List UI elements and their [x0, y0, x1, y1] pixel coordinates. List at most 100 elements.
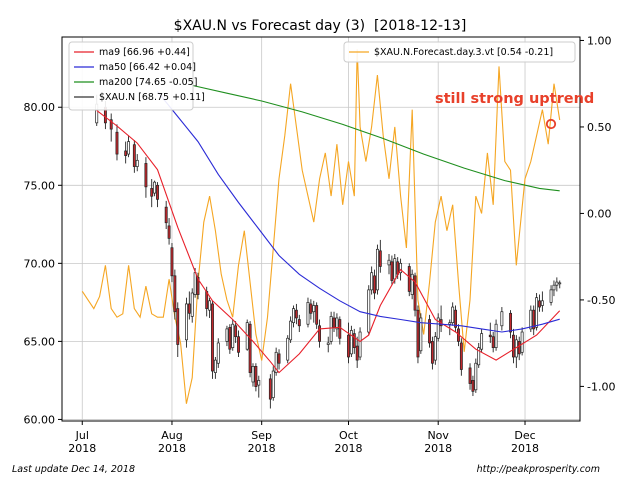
- candle-body: [286, 337, 290, 361]
- candle-body: [512, 334, 515, 358]
- legend-label-ma50: ma50 [66.42 +0.04]: [99, 62, 196, 73]
- candle-body: [532, 309, 536, 330]
- candle-body: [448, 322, 452, 325]
- candle-body: [399, 262, 403, 274]
- series-ma9-line: [96, 109, 561, 374]
- candle-body: [170, 247, 174, 277]
- candle-body: [349, 330, 353, 355]
- candle-body: [480, 333, 484, 350]
- candle-body: [225, 328, 229, 342]
- candle-body: [428, 319, 431, 344]
- candle-body: [124, 150, 128, 156]
- legend-right-box: [343, 41, 576, 63]
- candle-body: [274, 351, 278, 373]
- candle-body: [540, 300, 544, 306]
- candle-body: [289, 320, 293, 341]
- candle-body: [297, 319, 301, 327]
- y-right-tick-label: 0.00: [587, 207, 612, 220]
- x-tick-label: Dec 2018: [511, 429, 539, 455]
- candle-body: [494, 323, 498, 348]
- candle-body: [277, 353, 281, 364]
- candle-body: [294, 309, 298, 319]
- candle-body: [454, 309, 457, 328]
- candle-body: [538, 300, 541, 308]
- candle-body: [268, 378, 272, 400]
- candle-body: [318, 325, 321, 342]
- candle-body: [387, 259, 391, 266]
- candle-body: [292, 308, 295, 324]
- candle-body: [410, 273, 414, 295]
- candle-body: [370, 272, 374, 291]
- y-left-tick-label: 70.00: [24, 257, 56, 270]
- legend-label-forecast: $XAU.N.Forecast.day.3.vt [0.54 -0.21]: [374, 47, 553, 58]
- candle-body: [228, 326, 232, 350]
- candle-body: [132, 144, 136, 167]
- candle-body: [477, 347, 481, 366]
- candle-body: [115, 131, 119, 155]
- x-tick-label: Nov 2018: [424, 429, 452, 455]
- candle-body: [176, 308, 180, 345]
- candle-body: [237, 336, 240, 353]
- y-right-tick-label: -0.50: [587, 294, 615, 307]
- candle-body: [332, 317, 336, 328]
- candle-body: [167, 225, 171, 239]
- candle-body: [231, 323, 235, 348]
- chart-title: $XAU.N vs Forecast day (3) [2018-12-13]: [174, 18, 467, 34]
- legend-left: ma9 [66.96 +0.44] ma50 [66.42 +0.04] ma2…: [68, 41, 205, 111]
- candle-body: [135, 159, 139, 167]
- candle-body: [216, 342, 220, 364]
- candle-body: [378, 250, 382, 267]
- candle-body: [416, 309, 420, 358]
- candle-body: [471, 380, 475, 392]
- candle-body: [326, 342, 330, 345]
- footer-last-update: Last update Dec 14, 2018: [12, 464, 135, 475]
- annotation: still strong uptrend: [435, 91, 594, 130]
- y-left-tick-label: 75.00: [24, 179, 56, 192]
- candle-body: [271, 370, 275, 398]
- candle-body: [549, 289, 553, 303]
- x-tick-label: Aug 2018: [158, 429, 186, 455]
- candle-body: [491, 336, 495, 348]
- y-axis-left: 60.00 65.00 70.00 75.00 80.00: [24, 101, 62, 426]
- x-tick-label: Sep 2018: [248, 429, 276, 455]
- candle-body: [109, 119, 113, 130]
- candle-body: [208, 300, 212, 311]
- candle-body: [306, 302, 310, 325]
- candle-body: [315, 305, 319, 325]
- annotation-text: still strong uptrend: [435, 91, 594, 107]
- candle-body: [156, 184, 159, 200]
- candle-body: [234, 325, 238, 338]
- candle-body: [190, 292, 194, 317]
- candle-body: [213, 359, 217, 373]
- candle-body: [153, 181, 157, 194]
- footer-source: http://peakprosperity.com: [477, 464, 600, 475]
- candle-body: [433, 336, 437, 361]
- candle-body: [347, 334, 350, 358]
- candle-body: [555, 281, 559, 286]
- candle-body: [335, 317, 339, 330]
- candle-body: [451, 306, 455, 324]
- candle-body: [164, 206, 168, 224]
- candle-body: [355, 345, 359, 361]
- plot-frame: [61, 36, 581, 422]
- candle-body: [196, 277, 200, 295]
- candle-body: [338, 319, 342, 339]
- candle-body: [312, 305, 316, 313]
- candle-body: [373, 275, 376, 294]
- candle-body: [352, 333, 356, 348]
- candle-body: [419, 317, 423, 352]
- candle-body: [430, 341, 434, 364]
- y-left-tick-label: 80.00: [24, 101, 56, 114]
- candle-body: [468, 367, 472, 384]
- candle-body: [173, 275, 177, 313]
- series-ma50-line: [157, 91, 560, 333]
- candle-body: [251, 366, 255, 383]
- candle-body: [474, 362, 478, 391]
- candle-body: [509, 312, 512, 333]
- candle-body: [500, 311, 504, 327]
- candle-body: [393, 258, 397, 280]
- x-axis: Jul 2018 Aug 2018 Sep 2018 Oct 2018 Nov 2018 Dec 20…: [68, 421, 539, 455]
- candle-body: [211, 303, 214, 372]
- plot-series: [81, 49, 562, 409]
